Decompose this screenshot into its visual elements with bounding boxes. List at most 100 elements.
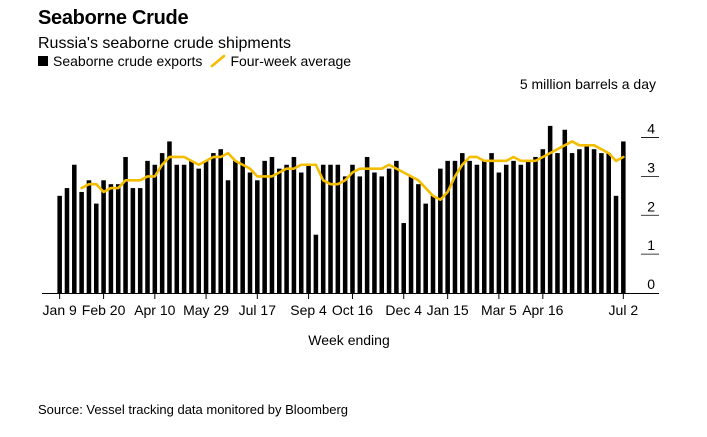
bar-week-75 — [606, 153, 611, 293]
bar-week-52 — [438, 168, 443, 293]
source-note: Source: Vessel tracking data monitored b… — [38, 402, 349, 417]
x-tick-label: May 29 — [183, 302, 229, 318]
bar-week-17 — [181, 164, 187, 293]
x-tick-label: Jul 17 — [239, 302, 277, 318]
bar-week-73 — [591, 149, 597, 293]
y-tick-label-2: 2 — [647, 198, 655, 214]
bar-week-42 — [364, 156, 370, 293]
bar-week-12 — [145, 160, 150, 293]
y-tick-label-4: 4 — [647, 121, 655, 137]
bar-week-57 — [474, 164, 480, 293]
bar-week-58 — [481, 160, 487, 293]
bar-week-51 — [430, 195, 436, 293]
y-tick-label-0: 0 — [647, 276, 655, 292]
bar-week-18 — [189, 160, 194, 293]
x-tick-label: Jan 9 — [43, 302, 77, 318]
bar-week-60 — [496, 172, 502, 293]
bar-week-15 — [167, 141, 172, 293]
bar-week-34 — [306, 164, 311, 293]
bar-week-1 — [64, 188, 70, 293]
bar-week-32 — [291, 156, 297, 293]
x-tick-label: Apr 16 — [522, 302, 563, 318]
bar-week-10 — [130, 188, 136, 293]
bar-week-41 — [357, 176, 363, 293]
bar-week-3 — [79, 191, 84, 293]
x-tick-label: Jul 2 — [609, 302, 639, 318]
bar-week-31 — [284, 164, 289, 293]
bar-week-70 — [569, 153, 575, 293]
bar-week-47 — [401, 223, 406, 293]
bar-week-6 — [101, 180, 106, 293]
four-week-average-line — [80, 140, 625, 202]
bar-week-62 — [511, 160, 516, 293]
chart-subtitle: Russia's seaborne crude shipments — [38, 35, 291, 52]
bar-week-40 — [350, 164, 355, 293]
bar-week-66 — [540, 149, 546, 293]
bar-week-53 — [445, 160, 450, 293]
y-tick-label-3: 3 — [647, 159, 655, 175]
y-axis-unit-label: 5 million barrels a day — [519, 76, 656, 92]
bar-week-54 — [452, 160, 458, 293]
bar-week-4 — [86, 180, 92, 293]
bar-week-23 — [225, 180, 231, 293]
bar-week-71 — [577, 149, 582, 293]
bar-week-19 — [196, 168, 202, 293]
bar-week-14 — [159, 153, 165, 293]
bar-week-72 — [584, 145, 590, 293]
bar-week-77 — [621, 141, 626, 293]
x-tick-label: Mar 5 — [481, 302, 517, 318]
bar-week-24 — [233, 160, 238, 293]
bar-week-0 — [57, 195, 62, 293]
bar-week-37 — [328, 164, 333, 293]
bar-week-76 — [613, 195, 619, 293]
bar-week-29 — [269, 156, 275, 293]
chart-title: Seaborne Crude — [38, 7, 189, 29]
line-layer — [80, 140, 625, 202]
bar-week-44 — [379, 176, 385, 293]
bar-week-46 — [394, 160, 399, 293]
bar-week-69 — [562, 129, 568, 293]
bar-week-74 — [599, 153, 604, 293]
legend-line-swatch — [211, 54, 226, 68]
bar-week-49 — [416, 184, 421, 293]
bar-week-63 — [518, 164, 524, 293]
bar-week-7 — [108, 184, 114, 293]
legend: Seaborne crude exports Four-week average — [38, 53, 359, 69]
bar-week-33 — [298, 172, 304, 293]
bar-week-48 — [408, 176, 414, 293]
bar-week-38 — [335, 164, 341, 293]
bar-week-28 — [262, 160, 267, 293]
y-tick-label-1: 1 — [647, 237, 655, 253]
bar-week-26 — [247, 172, 253, 293]
legend-item-exports: Seaborne crude exports — [38, 53, 202, 69]
bar-week-35 — [313, 234, 319, 293]
bar-week-59 — [489, 153, 494, 293]
bar-week-68 — [555, 153, 560, 293]
bar-week-20 — [203, 160, 209, 293]
bar-week-55 — [460, 153, 465, 293]
bar-week-25 — [240, 156, 245, 293]
legend-label-exports: Seaborne crude exports — [53, 53, 203, 69]
bar-week-61 — [503, 164, 509, 293]
x-tick-label: Jan 15 — [427, 302, 469, 318]
bar-week-64 — [525, 160, 531, 293]
x-axis-label: Week ending — [308, 332, 389, 348]
bar-week-21 — [211, 153, 216, 293]
bar-week-9 — [123, 156, 128, 293]
legend-bar-swatch — [38, 56, 48, 66]
bar-week-36 — [320, 164, 326, 293]
bar-week-50 — [423, 203, 428, 293]
bar-week-56 — [467, 160, 472, 293]
x-tick-labels: Jan 9 Feb 20 Apr 10 May 29 Jul 17 Sep 4 Oct 16… — [43, 293, 639, 318]
legend-item-average: Four-week average — [210, 53, 351, 69]
x-tick-label: Feb 20 — [82, 302, 126, 318]
x-tick-label: Apr 10 — [134, 302, 175, 318]
x-tick-label: Sep 4 — [290, 302, 327, 318]
bars-layer — [57, 125, 626, 293]
bar-week-13 — [152, 164, 158, 293]
bar-week-65 — [533, 156, 538, 293]
bar-week-16 — [174, 164, 180, 293]
bar-week-43 — [372, 172, 377, 293]
bar-week-8 — [115, 184, 121, 293]
